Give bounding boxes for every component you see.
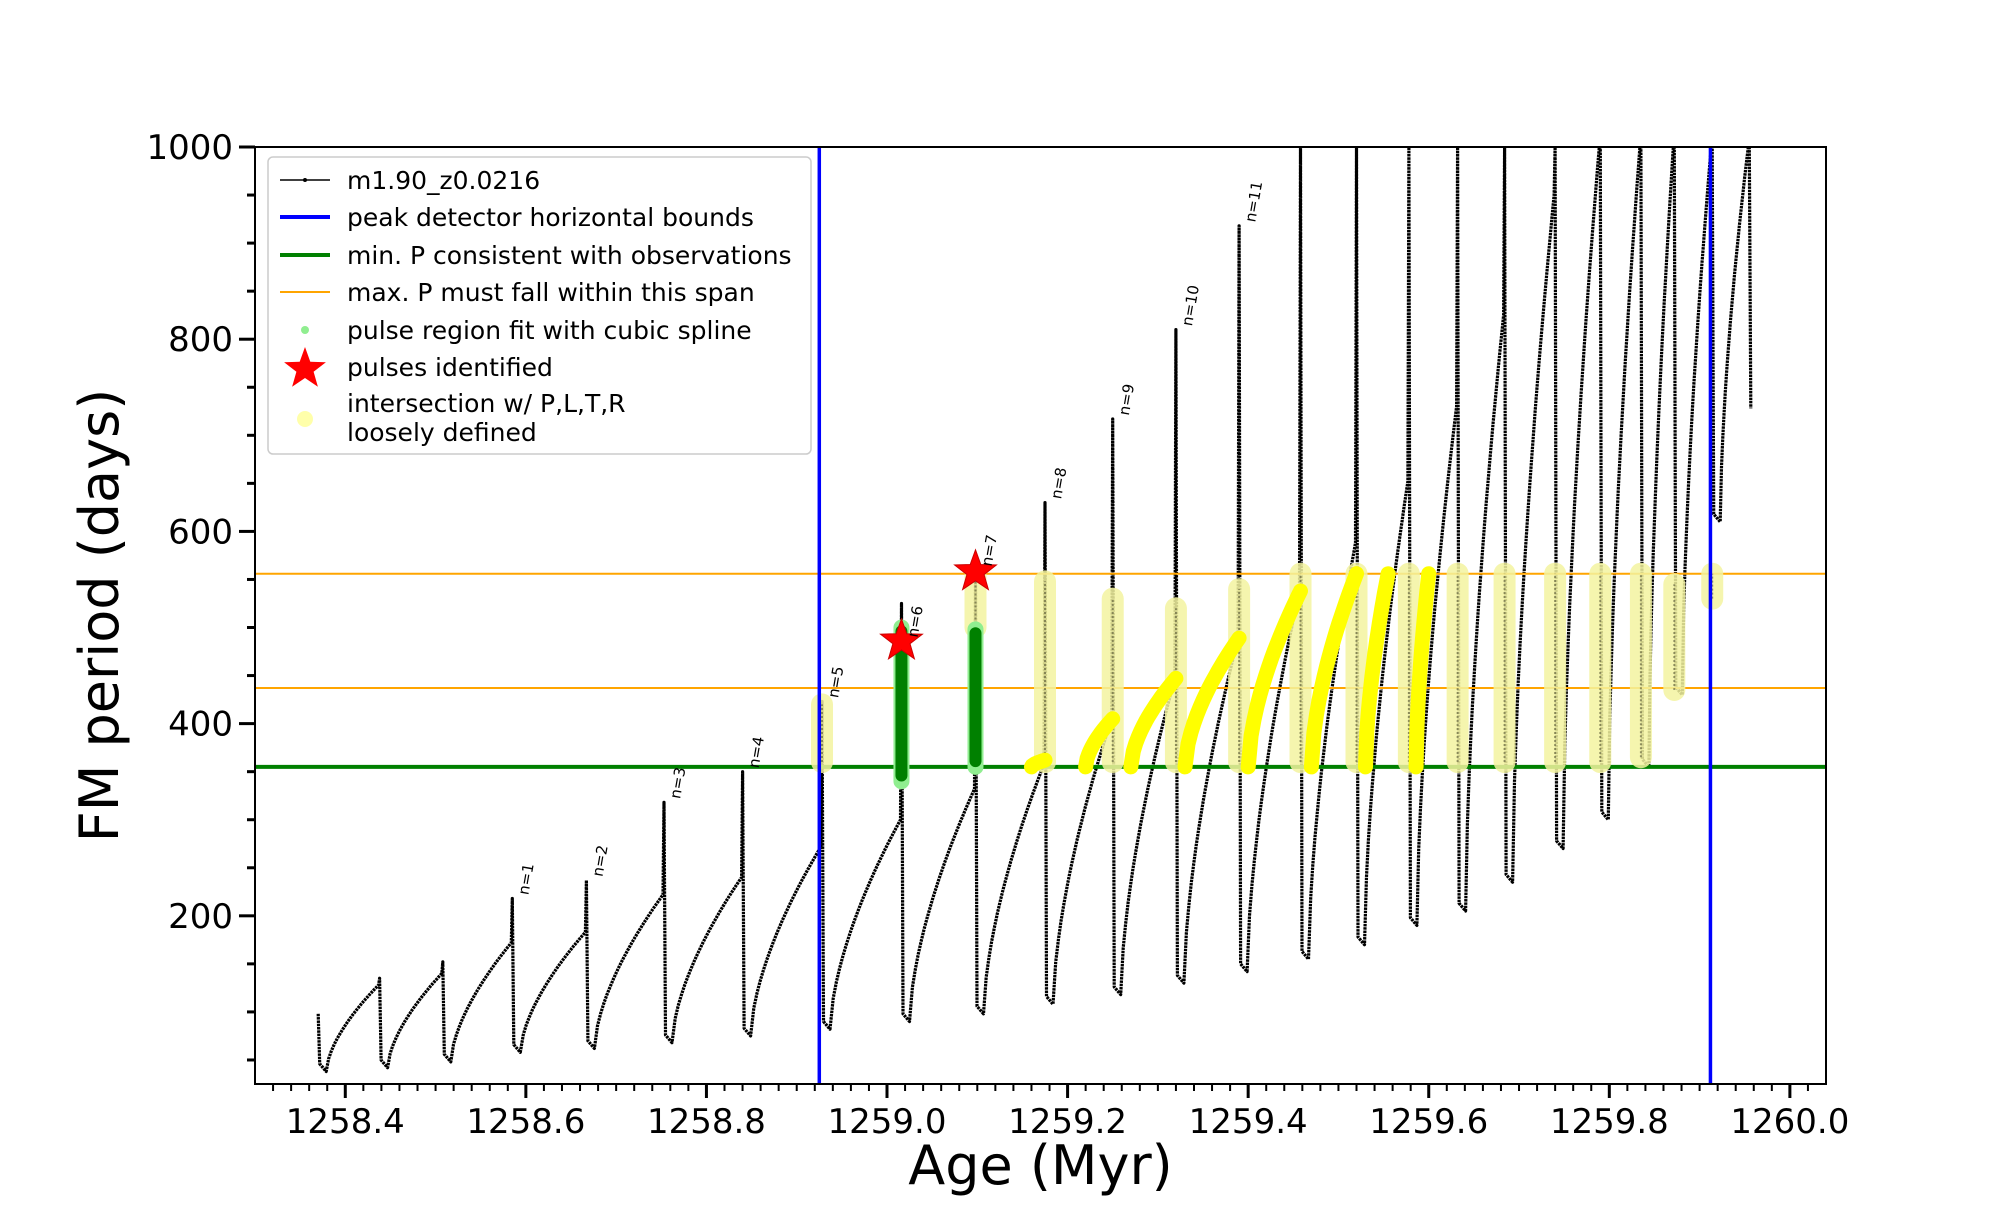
legend-label-4: max. P must fall within this span — [347, 278, 755, 307]
pulse-label-6: n=6 — [904, 604, 927, 638]
pulse-label-7: n=7 — [978, 533, 1001, 567]
x-tick-label-7: 1259.6 — [1369, 1102, 1488, 1142]
pulse-label-4: n=4 — [745, 735, 768, 769]
intersection-curve-6 — [1303, 566, 1364, 775]
intersection-curve-8 — [1408, 566, 1437, 775]
legend-label-6: pulses identified — [347, 353, 553, 382]
y-tick-label-5: 1000 — [146, 128, 233, 168]
y-tick-label-4: 800 — [168, 320, 233, 360]
intersection-curve-4 — [1177, 630, 1247, 775]
pulse-label-3: n=3 — [666, 766, 689, 800]
pulse-label-10: n=10 — [1178, 284, 1203, 328]
y-tick-label-1: 200 — [168, 897, 233, 937]
pulse-label-5: n=5 — [824, 665, 847, 699]
x-tick-label-6: 1259.4 — [1189, 1102, 1308, 1142]
legend-handle-spline — [301, 326, 309, 334]
legend-label-1: m1.90_z0.0216 — [347, 166, 540, 195]
pulse-label-8: n=8 — [1047, 466, 1070, 500]
intersection-curve-7 — [1358, 566, 1396, 775]
legend-label-7-2: loosely defined — [347, 418, 537, 447]
x-tick-label-8: 1259.8 — [1550, 1102, 1669, 1142]
legend-handle-intersection — [297, 411, 313, 427]
legend-box — [267, 156, 812, 455]
x-axis-label: Age (Myr) — [908, 1134, 1173, 1197]
x-tick-label-3: 1258.8 — [647, 1102, 766, 1142]
x-tick-label-9: 1260.0 — [1730, 1102, 1849, 1142]
y-tick-label-3: 600 — [168, 512, 233, 552]
x-tick-label-5: 1259.2 — [1008, 1102, 1127, 1142]
legend-handle-track-marker — [303, 178, 307, 182]
plot-frame — [254, 146, 1827, 1085]
x-tick-label-2: 1258.6 — [466, 1102, 585, 1142]
pulse-label-1: n=1 — [515, 862, 538, 896]
intersection-curve-5 — [1240, 583, 1308, 775]
y-axis-label: FM period (days) — [68, 389, 131, 843]
legend-label-3: min. P consistent with observations — [347, 241, 792, 270]
pulse-label-2: n=2 — [589, 844, 612, 878]
y-tick-label-2: 400 — [168, 705, 233, 745]
legend-label-7-1: intersection w/ P,L,T,R — [347, 389, 626, 418]
intersection-curve-3 — [1123, 670, 1184, 775]
x-tick-label-4: 1259.0 — [828, 1102, 947, 1142]
legend-label-2: peak detector horizontal bounds — [347, 203, 754, 232]
intersection-curve-1 — [1024, 752, 1053, 775]
pulse-star-1 — [879, 617, 924, 660]
x-tick-label-1: 1258.4 — [286, 1102, 405, 1142]
pulse-label-9: n=9 — [1115, 382, 1138, 416]
intersection-curve-2 — [1078, 711, 1121, 775]
legend-label-5: pulse region fit with cubic spline — [347, 316, 752, 345]
pulse-star-2 — [953, 548, 998, 591]
legend-handle-star — [284, 347, 326, 387]
pulse-label-11: n=11 — [1241, 180, 1266, 224]
